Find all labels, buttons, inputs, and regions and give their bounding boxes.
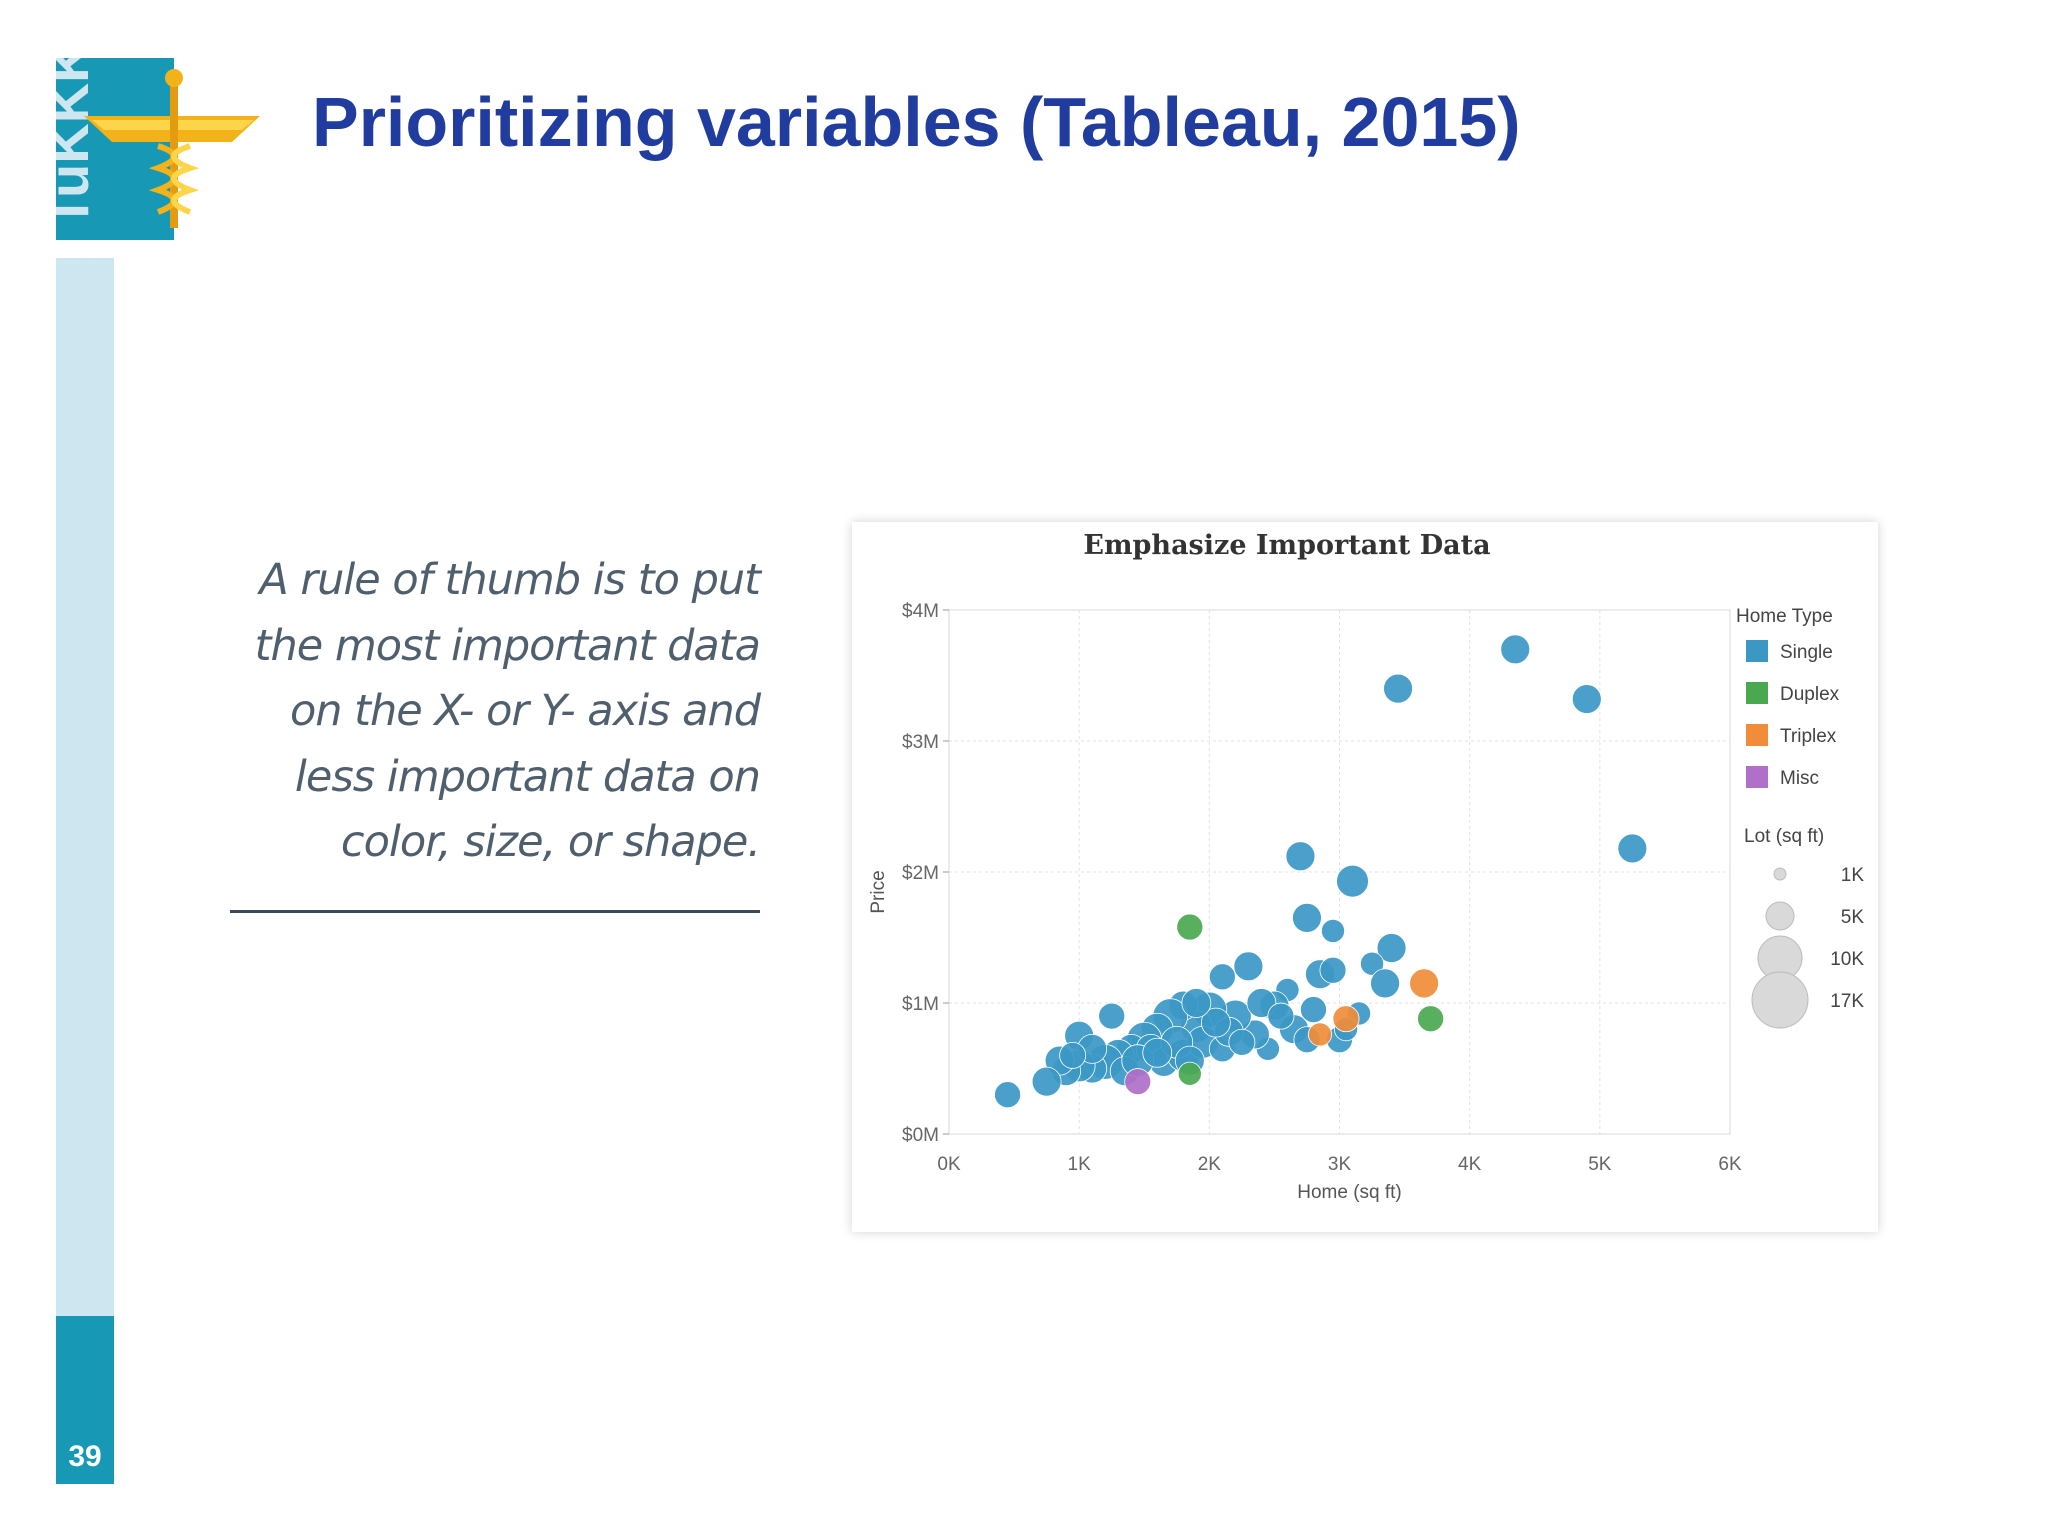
data-point-single: [1370, 968, 1400, 999]
data-point-single: [1098, 1002, 1126, 1030]
y-tick-label: $4M: [902, 601, 939, 622]
x-tick-label: 0K: [937, 1154, 961, 1175]
y-tick-label: $0M: [902, 1125, 939, 1146]
data-point-single: [1383, 673, 1413, 704]
data-point-misc: [1124, 1068, 1152, 1096]
x-tick-label: 2K: [1198, 1154, 1222, 1175]
data-point-single: [1059, 1041, 1087, 1069]
quote-line: less important data on: [294, 751, 761, 802]
quote-line: the most important data: [254, 620, 761, 671]
data-point-single: [1292, 902, 1322, 933]
data-point-single: [1336, 864, 1369, 898]
scatter-chart: Emphasize Important Data 0K 1K 2K 3K 4K 5K 6K $0…: [868, 530, 1865, 1203]
data-point-single: [1320, 918, 1345, 943]
legend-size-circle: [1751, 971, 1809, 1029]
data-point-single: [994, 1081, 1022, 1109]
legend-title-home-type: Home Type: [1736, 606, 1833, 627]
data-point-single: [1617, 833, 1648, 864]
legend-size-label: 10K: [1830, 949, 1864, 970]
legend-swatch-duplex: [1746, 682, 1768, 704]
legend-size-label: 5K: [1841, 907, 1865, 928]
legend-label-single: Single: [1780, 642, 1833, 663]
data-point-single: [1500, 634, 1531, 665]
legend-swatch-single: [1746, 640, 1768, 662]
legend-size-circle: [1765, 901, 1795, 931]
data-point-single: [1031, 1066, 1062, 1097]
quote-text: A rule of thumb is to put the most impor…: [230, 548, 761, 876]
legend-size-label: 1K: [1841, 865, 1865, 886]
data-point-single: [1267, 1002, 1295, 1030]
x-tick-label: 5K: [1588, 1154, 1612, 1175]
x-tick-label: 4K: [1458, 1154, 1482, 1175]
quote-divider: [230, 910, 760, 913]
y-tick-label: $3M: [902, 732, 939, 753]
x-tick-label: 3K: [1328, 1154, 1352, 1175]
legend-size-label: 17K: [1830, 991, 1864, 1012]
legend-swatch-misc: [1746, 766, 1768, 788]
legend-title-lot: Lot (sq ft): [1744, 826, 1824, 847]
legend-label-misc: Misc: [1780, 768, 1819, 789]
chart-title: Emphasize Important Data: [1083, 530, 1490, 561]
x-tick-label: 6K: [1718, 1154, 1742, 1175]
quote-line: A rule of thumb is to put: [259, 555, 761, 605]
legend-label-triplex: Triplex: [1780, 726, 1837, 747]
quote-line: on the X- or Y- axis and: [289, 686, 761, 736]
data-point-single: [1571, 684, 1602, 714]
chart-card: Emphasize Important Data 0K 1K 2K 3K 4K 5K 6K $0…: [852, 522, 1878, 1232]
data-point-triplex: [1307, 1022, 1332, 1047]
legend-size-circle: [1773, 867, 1787, 881]
data-point-single: [1142, 1037, 1173, 1068]
data-point-duplex: [1417, 1005, 1445, 1033]
y-axis-label: Price: [868, 870, 889, 913]
y-tick-label: $2M: [902, 863, 939, 884]
legend-swatch-triplex: [1746, 724, 1768, 746]
sidebar-footer-block: [56, 1316, 114, 1484]
data-point-single: [1319, 956, 1347, 984]
data-point-single: [1181, 988, 1212, 1018]
data-point-duplex: [1177, 1061, 1202, 1086]
sidebar-strip: [56, 258, 114, 1316]
caduceus-logo: TuKKK: [56, 58, 260, 240]
data-point-single: [1246, 988, 1277, 1018]
data-point-single: [1228, 1028, 1256, 1056]
y-tick-label: $1M: [902, 994, 939, 1015]
data-point-triplex: [1332, 1005, 1360, 1033]
slide-title: Prioritizing variables (Tableau, 2015): [312, 83, 1521, 161]
data-point-single: [1200, 1007, 1231, 1038]
logo-lettering: TuKKK: [56, 58, 100, 228]
data-point-triplex: [1409, 968, 1440, 999]
page-number: 39: [68, 1440, 102, 1473]
data-point-duplex: [1176, 913, 1204, 941]
x-tick-label: 1K: [1068, 1154, 1092, 1175]
data-point-single: [1376, 933, 1407, 963]
legend-label-duplex: Duplex: [1780, 684, 1840, 705]
quote-line: color, size, or shape.: [340, 817, 761, 867]
data-point-single: [1285, 841, 1316, 872]
data-point-single: [1360, 951, 1385, 976]
data-point-single: [1233, 951, 1264, 982]
data-point-single: [1300, 996, 1327, 1024]
x-axis-label: Home (sq ft): [1297, 1182, 1402, 1203]
data-point-single: [1208, 963, 1236, 991]
